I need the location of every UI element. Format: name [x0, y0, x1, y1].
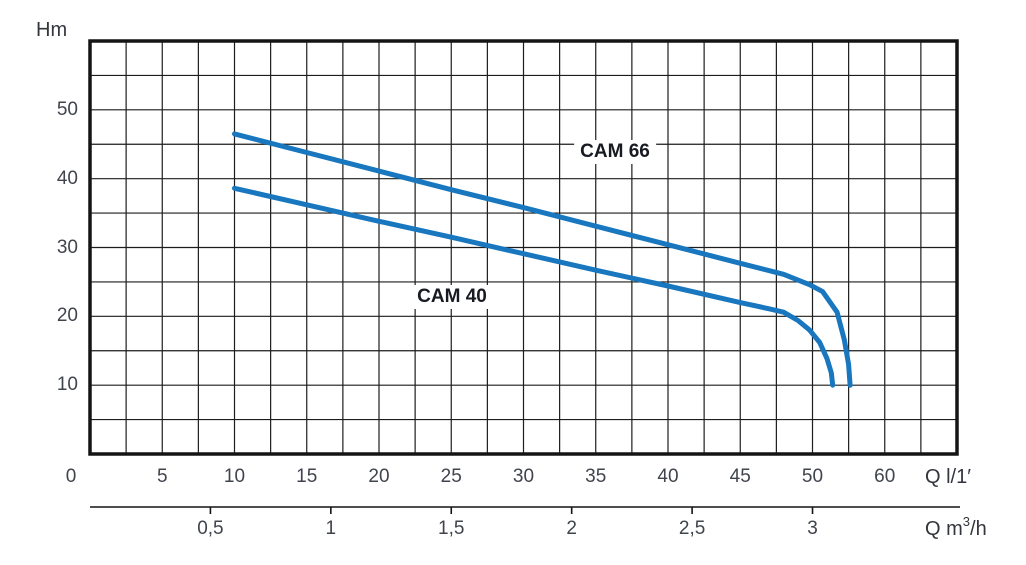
secondary-x-tick-label: 2 [566, 518, 577, 539]
secondary-unit-superscript: 3 [962, 514, 971, 530]
x-tick-label: 25 [440, 466, 462, 487]
x-tick-label: 35 [585, 466, 607, 487]
curve-label-cam-66: CAM 66 [574, 140, 656, 164]
y-tick-label: 30 [56, 236, 78, 258]
y-tick-label: 50 [56, 98, 78, 120]
x-tick-label: 40 [657, 466, 679, 487]
secondary-x-tick-label: 2,5 [678, 518, 706, 539]
x-tick-label: 30 [512, 466, 535, 487]
y-axis-title: Hm [36, 19, 68, 41]
y-tick-label: 10 [56, 374, 78, 396]
x-tick-label: 5 [156, 466, 168, 487]
secondary-x-tick-label: 3 [807, 518, 818, 539]
curve-label-cam-40: CAM 40 [411, 285, 493, 309]
x-tick-label: 0 [65, 466, 77, 487]
x-tick-label: 60 [874, 466, 896, 487]
y-tick-label: 40 [56, 167, 78, 189]
plot-border [88, 39, 959, 456]
secondary-x-axis-unit-label: Q m3/h [925, 515, 987, 540]
y-tick-label: 20 [56, 305, 78, 327]
x-tick-label: 45 [729, 466, 751, 487]
secondary-unit-suffix: /h [970, 518, 987, 540]
secondary-x-tick-label: 1 [325, 518, 337, 539]
secondary-x-tick-label: 1,5 [438, 518, 465, 539]
curve-cam-40 [232, 185, 836, 388]
secondary-unit-prefix: Q m [925, 518, 963, 540]
x-axis-unit-label: Q l/1′ [925, 466, 971, 488]
curve-cam-66 [232, 131, 853, 388]
x-tick-label: 20 [368, 466, 390, 487]
x-tick-label: 10 [223, 466, 246, 487]
secondary-x-tick-label: 0,5 [197, 518, 224, 539]
x-tick-label: 15 [296, 466, 318, 487]
x-tick-label: 50 [801, 466, 824, 487]
